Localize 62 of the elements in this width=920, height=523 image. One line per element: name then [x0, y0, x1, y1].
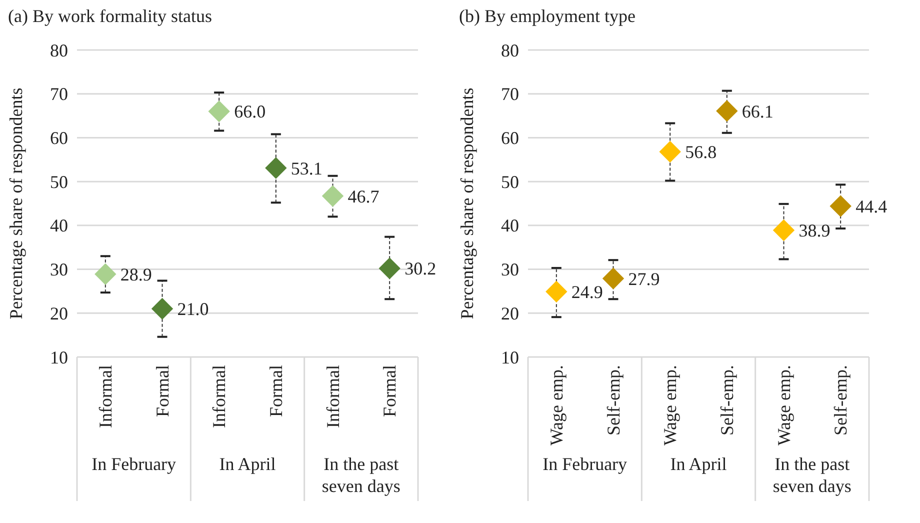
- point: [659, 140, 681, 163]
- y-tick-label: 30: [50, 260, 68, 280]
- text: In the past seven days: [772, 454, 852, 496]
- data-label: 56.8: [685, 142, 717, 162]
- text: In April: [219, 454, 276, 474]
- y-tick-label: 10: [50, 347, 68, 368]
- data-label: 66.0: [234, 102, 266, 122]
- y-tick-label: 20: [50, 303, 68, 324]
- point: [830, 195, 852, 217]
- y-tick-label: 80: [501, 40, 519, 60]
- y-tick-label: 20: [501, 303, 519, 324]
- data-label: 27.9: [628, 268, 660, 289]
- y-tick-label: 10: [501, 347, 519, 368]
- point: [378, 258, 400, 280]
- x-tick-label: Informal: [209, 365, 230, 428]
- y-tick-label: 40: [501, 216, 519, 236]
- y-axis-title: Percentage share of respondents: [6, 88, 26, 320]
- y-tick-label: 40: [50, 216, 68, 236]
- x-tick-label: Informal: [95, 365, 116, 428]
- x-tick-label: Wage emp.: [774, 365, 794, 446]
- y-tick-label: 60: [501, 128, 519, 148]
- data-label: 44.4: [856, 196, 888, 216]
- data-label: 21.0: [177, 299, 209, 320]
- y-tick-label: 30: [501, 260, 519, 280]
- point: [208, 100, 230, 122]
- x-tick-label: Self-emp.: [603, 365, 624, 436]
- data-label: 53.1: [290, 158, 322, 178]
- text: In February: [92, 454, 176, 474]
- point: [546, 280, 568, 302]
- chart-title: (a) By work formality status: [8, 6, 212, 26]
- point: [94, 263, 116, 285]
- y-tick-label: 70: [50, 84, 68, 104]
- y-tick-label: 70: [501, 84, 519, 104]
- y-axis-title: Percentage share of respondents: [457, 88, 477, 320]
- point: [265, 157, 287, 179]
- x-tick-label: Wage emp.: [546, 365, 566, 446]
- text: In February: [542, 454, 628, 474]
- data-label: 30.2: [404, 258, 436, 279]
- y-tick-label: 50: [50, 172, 68, 192]
- y-tick-label: 80: [50, 40, 68, 60]
- data-label: 46.7: [348, 186, 380, 206]
- point: [602, 268, 624, 290]
- data-label: 66.1: [742, 101, 774, 122]
- y-tick-label: 50: [501, 172, 519, 192]
- text: In the past seven days: [322, 454, 400, 496]
- point: [151, 298, 174, 320]
- x-tick-label: Formal: [380, 365, 400, 417]
- y-tick-label: 60: [50, 128, 68, 148]
- x-tick-label: Self-emp.: [830, 365, 851, 436]
- text: In April: [670, 454, 727, 474]
- x-tick-label: Formal: [266, 365, 286, 417]
- point: [772, 219, 795, 242]
- chart-title: (b) By employment type: [459, 6, 636, 26]
- point: [322, 185, 344, 207]
- data-label: 38.9: [798, 220, 830, 241]
- data-label: 24.9: [571, 282, 603, 302]
- x-tick-label: Wage emp.: [660, 365, 680, 446]
- data-label: 28.9: [120, 264, 152, 284]
- point: [716, 100, 738, 122]
- x-tick-label: Informal: [322, 365, 343, 428]
- x-tick-label: Self-emp.: [716, 365, 737, 436]
- x-tick-label: Formal: [152, 365, 172, 417]
